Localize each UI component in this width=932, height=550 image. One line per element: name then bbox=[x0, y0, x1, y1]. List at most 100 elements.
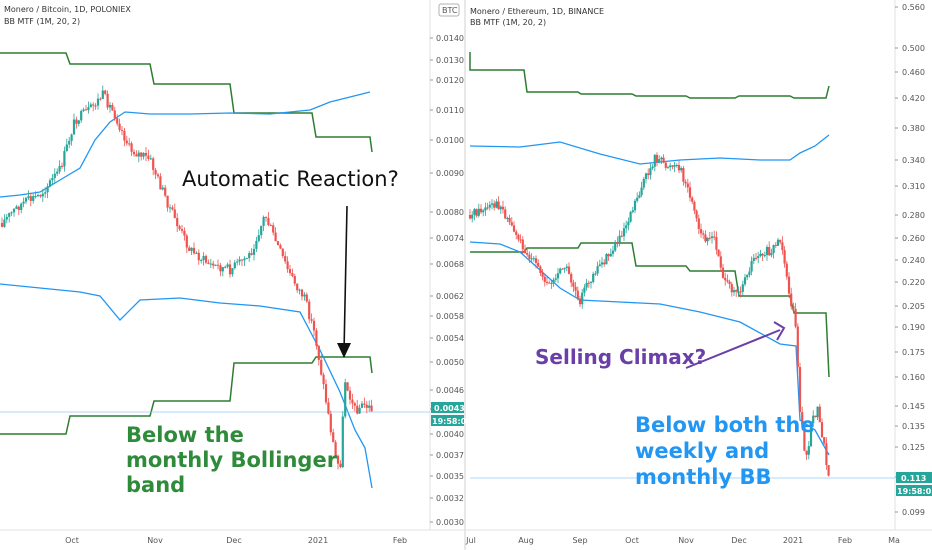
right-candle-body bbox=[642, 178, 645, 188]
right-candle-body bbox=[655, 154, 659, 163]
right-candle-body bbox=[583, 287, 586, 293]
left-candle-body bbox=[82, 109, 85, 111]
right-candle-body bbox=[713, 236, 716, 238]
left-candle-body bbox=[87, 107, 90, 111]
right-candle-body bbox=[735, 290, 738, 292]
left-y-tick-label: 0.0032 bbox=[436, 494, 464, 503]
left-candle-body bbox=[216, 264, 220, 266]
right-candle-body bbox=[776, 239, 780, 246]
left-candle-body bbox=[315, 330, 318, 346]
right-candle-body bbox=[781, 242, 784, 251]
right-y-tick-label: 0.205 bbox=[902, 302, 925, 311]
left-x-tick-label: Feb bbox=[393, 536, 407, 545]
left-candle-body bbox=[363, 403, 366, 405]
right-candle-body bbox=[803, 424, 806, 451]
right-candle-body bbox=[625, 225, 628, 229]
left-candle-body bbox=[221, 267, 224, 272]
left-candle-body bbox=[154, 169, 157, 175]
right-candle-body bbox=[543, 276, 546, 282]
right-candle-body bbox=[589, 281, 593, 283]
left-candle-body bbox=[12, 208, 16, 213]
left-candle-body bbox=[149, 158, 152, 160]
right-y-tick-label: 0.135 bbox=[902, 422, 925, 431]
annotation-selling-climax: Selling Climax? bbox=[535, 345, 706, 369]
right-candle-body bbox=[565, 266, 568, 268]
left-y-tick-label: 0.0046 bbox=[436, 386, 464, 395]
left-candle-body bbox=[46, 186, 49, 193]
left-candle-body bbox=[140, 152, 143, 157]
left-candle-body bbox=[24, 197, 28, 202]
left-candle-body bbox=[260, 225, 263, 236]
right-candle-body bbox=[473, 209, 476, 215]
right-candle-body bbox=[761, 253, 764, 256]
right-candle-body bbox=[785, 263, 788, 277]
left-monthly-upper-band bbox=[0, 52, 373, 153]
left-x-tick-label: Dec bbox=[226, 536, 241, 545]
left-candle-body bbox=[53, 173, 56, 178]
left-candle-body bbox=[248, 253, 251, 259]
left-time-tag: 19:58:05 bbox=[432, 417, 472, 426]
left-candle-body bbox=[176, 217, 179, 227]
left-candle-body bbox=[197, 252, 200, 261]
right-candle-body bbox=[585, 282, 588, 288]
right-candle-body bbox=[691, 197, 694, 202]
left-candle-body bbox=[135, 154, 138, 157]
currency-badge-box[interactable] bbox=[438, 3, 460, 17]
right-candle-body bbox=[545, 281, 549, 283]
left-candle-body bbox=[284, 255, 287, 262]
right-candle-body bbox=[537, 262, 540, 267]
right-candle-body bbox=[475, 209, 478, 216]
right-candle-body bbox=[669, 165, 672, 168]
right-candle-body bbox=[616, 242, 619, 244]
right-y-tick-label: 0.420 bbox=[902, 94, 925, 103]
left-candle-body bbox=[358, 407, 361, 414]
left-candle-body bbox=[0, 223, 4, 227]
annotation-arrowhead-climax bbox=[773, 321, 786, 341]
left-candle-body bbox=[144, 152, 148, 156]
left-candle-body bbox=[161, 187, 164, 190]
left-candle-body bbox=[8, 213, 11, 217]
right-chart-layer: 0.560 0.500 0.460 0.420 0.380 0.340 0.310 0.280… bbox=[465, 3, 925, 545]
currency-badge: BTC bbox=[442, 6, 458, 15]
right-candle-body bbox=[693, 201, 696, 211]
right-candle-body bbox=[561, 268, 564, 270]
left-candle-body bbox=[226, 264, 229, 267]
left-candle-body bbox=[310, 319, 313, 321]
right-candle-body bbox=[702, 233, 705, 235]
left-candle-body bbox=[250, 253, 253, 255]
left-candle-body bbox=[180, 229, 184, 231]
left-candle-body bbox=[75, 119, 78, 124]
left-candle-body bbox=[262, 216, 265, 226]
right-candle-body bbox=[823, 437, 826, 444]
left-candle-body bbox=[264, 216, 268, 218]
right-monthly-upper-band bbox=[469, 52, 830, 99]
right-candle-body bbox=[794, 308, 797, 327]
left-y-tick-label: 0.0074 bbox=[436, 234, 464, 243]
left-candle-body bbox=[58, 165, 61, 172]
left-candle-body bbox=[344, 382, 347, 417]
right-candle-body bbox=[719, 256, 722, 268]
right-candle-body bbox=[618, 235, 621, 243]
right-candle-body bbox=[484, 207, 487, 211]
right-candle-body bbox=[743, 277, 747, 285]
right-candle-body bbox=[523, 249, 527, 254]
left-weekly-lower-band bbox=[0, 283, 373, 489]
right-candle-body bbox=[816, 406, 819, 418]
left-candle-body bbox=[231, 268, 234, 275]
right-candle-body bbox=[801, 412, 804, 425]
right-candle-body bbox=[640, 187, 643, 196]
right-candle-body bbox=[697, 218, 700, 230]
right-candle-body bbox=[479, 208, 483, 213]
left-y-tick-label: 0.0058 bbox=[436, 312, 464, 321]
left-candle-body bbox=[207, 262, 210, 264]
right-candle-body bbox=[534, 258, 538, 263]
right-candle-body bbox=[675, 164, 678, 166]
left-candle-body bbox=[351, 399, 354, 404]
right-candle-body bbox=[686, 183, 689, 188]
left-candle-body bbox=[224, 266, 227, 268]
left-candle-body bbox=[267, 217, 270, 226]
right-candle-body bbox=[724, 277, 727, 281]
right-candle-body bbox=[671, 165, 674, 167]
left-candle-body bbox=[27, 196, 30, 198]
annotation-arrow-climax bbox=[685, 329, 781, 369]
